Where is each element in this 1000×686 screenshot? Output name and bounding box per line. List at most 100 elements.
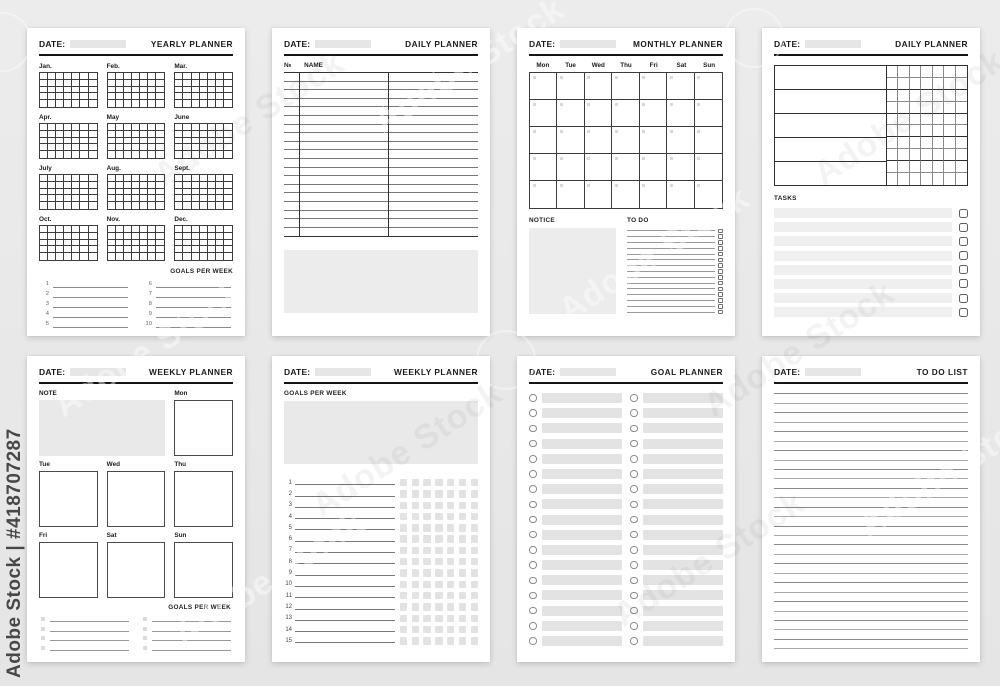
tracker-square[interactable] bbox=[399, 569, 408, 577]
tracker-square[interactable] bbox=[435, 512, 443, 521]
goal-fill-in[interactable] bbox=[541, 590, 622, 601]
goal-line[interactable] bbox=[41, 644, 129, 651]
tracker-square[interactable] bbox=[423, 535, 431, 543]
task-fill-in[interactable] bbox=[774, 278, 952, 289]
tracker-square[interactable] bbox=[435, 558, 443, 566]
ruled-lines[interactable] bbox=[774, 385, 968, 650]
day-box[interactable] bbox=[106, 471, 166, 527]
task-fill-in[interactable] bbox=[774, 250, 952, 261]
todo-checkbox[interactable] bbox=[718, 298, 723, 303]
tracker-cell[interactable] bbox=[909, 161, 922, 174]
goal-fill-in[interactable] bbox=[642, 529, 723, 540]
tracker-cell[interactable] bbox=[898, 101, 910, 114]
schedule-row[interactable] bbox=[775, 162, 886, 185]
month-mini-grid[interactable] bbox=[174, 72, 233, 108]
goal-fill-in[interactable] bbox=[642, 620, 723, 631]
tracker-cell[interactable] bbox=[921, 77, 933, 90]
goal-line[interactable] bbox=[143, 625, 231, 632]
tracker-square[interactable] bbox=[399, 512, 408, 521]
tracker-cell[interactable] bbox=[898, 125, 910, 138]
task-fill-in[interactable] bbox=[774, 222, 952, 233]
tracker-square[interactable] bbox=[399, 591, 408, 600]
numbered-line[interactable]: 2 bbox=[284, 488, 478, 499]
calendar-cell[interactable] bbox=[612, 127, 640, 154]
goal-line[interactable]: 7 bbox=[144, 291, 231, 298]
calendar-cell[interactable] bbox=[584, 73, 613, 100]
calendar-cell[interactable] bbox=[640, 181, 668, 208]
tracker-square[interactable] bbox=[435, 603, 443, 611]
goal-line[interactable] bbox=[41, 615, 129, 622]
tracker-square[interactable] bbox=[423, 614, 431, 622]
tracker-square[interactable] bbox=[447, 478, 455, 487]
month-mini-grid[interactable] bbox=[174, 173, 233, 210]
todo-line[interactable] bbox=[627, 251, 723, 257]
calendar-cell[interactable] bbox=[639, 100, 668, 127]
numbered-line[interactable]: 11 bbox=[284, 590, 478, 601]
schedule-row[interactable] bbox=[775, 66, 886, 90]
date-fill-in-field[interactable] bbox=[805, 40, 862, 48]
tracker-square[interactable] bbox=[458, 501, 467, 509]
goal-line[interactable]: 2 bbox=[41, 291, 128, 298]
calendar-cell[interactable] bbox=[667, 73, 695, 100]
calendar-cell[interactable] bbox=[530, 73, 558, 100]
goal-radio[interactable] bbox=[630, 546, 638, 554]
goal-radio[interactable] bbox=[630, 455, 638, 463]
tracker-square[interactable] bbox=[411, 603, 420, 611]
goal-radio[interactable] bbox=[630, 409, 638, 417]
tracker-square[interactable] bbox=[458, 490, 467, 498]
tracker-square[interactable] bbox=[447, 512, 455, 521]
goal-radio[interactable] bbox=[529, 530, 537, 539]
todo-line[interactable] bbox=[627, 286, 723, 292]
task-checkbox[interactable] bbox=[959, 222, 968, 232]
tracker-cell[interactable] bbox=[909, 89, 922, 102]
tracker-cell[interactable] bbox=[887, 113, 899, 126]
month-mini-grid[interactable] bbox=[106, 72, 166, 108]
tracker-square[interactable] bbox=[399, 614, 408, 622]
tracker-cell[interactable] bbox=[932, 89, 945, 102]
goal-radio[interactable] bbox=[630, 439, 638, 448]
goal-fill-in[interactable] bbox=[642, 393, 723, 403]
note-area[interactable] bbox=[39, 400, 166, 456]
tracker-cell[interactable] bbox=[955, 149, 967, 162]
todo-line[interactable] bbox=[627, 309, 723, 315]
calendar-cell[interactable] bbox=[694, 73, 722, 100]
calendar-cell[interactable] bbox=[584, 100, 613, 127]
day-box[interactable] bbox=[39, 542, 98, 598]
tracker-square[interactable] bbox=[399, 535, 408, 543]
numbered-line[interactable]: 13 bbox=[284, 613, 478, 624]
numbered-line[interactable]: 12 bbox=[284, 601, 478, 612]
calendar-cell[interactable] bbox=[530, 127, 558, 154]
numbered-line[interactable]: 3 bbox=[284, 500, 478, 511]
calendar-cell[interactable] bbox=[694, 127, 722, 154]
tracker-cell[interactable] bbox=[887, 125, 899, 138]
tracker-square[interactable] bbox=[411, 625, 420, 634]
goal-radio[interactable] bbox=[529, 637, 537, 645]
tracker-cell[interactable] bbox=[887, 101, 899, 114]
tracker-square[interactable] bbox=[458, 524, 467, 532]
calendar-cell[interactable] bbox=[694, 154, 722, 181]
tracker-square[interactable] bbox=[458, 535, 467, 543]
tracker-cell[interactable] bbox=[955, 161, 967, 174]
tracker-cell[interactable] bbox=[955, 90, 967, 102]
tracker-square[interactable] bbox=[435, 524, 443, 532]
monthly-calendar-grid[interactable] bbox=[529, 72, 723, 209]
tracker-cell[interactable] bbox=[944, 161, 956, 174]
tracker-cell[interactable] bbox=[921, 173, 933, 185]
numbered-line[interactable]: 8 bbox=[284, 556, 478, 567]
tracker-square[interactable] bbox=[470, 625, 478, 634]
notice-area[interactable] bbox=[529, 228, 616, 314]
tracker-cell[interactable] bbox=[955, 66, 967, 78]
todo-line[interactable] bbox=[627, 298, 723, 304]
month-mini-grid[interactable] bbox=[39, 224, 98, 261]
task-checkbox[interactable] bbox=[959, 265, 968, 275]
calendar-cell[interactable] bbox=[667, 127, 695, 154]
goal-fill-in[interactable] bbox=[642, 468, 723, 479]
tracker-square[interactable] bbox=[411, 591, 420, 600]
goal-line[interactable] bbox=[143, 615, 231, 622]
todo-line[interactable] bbox=[627, 257, 723, 263]
schedule-row[interactable] bbox=[775, 114, 886, 138]
goal-radio[interactable] bbox=[630, 530, 638, 539]
tracker-square[interactable] bbox=[423, 591, 431, 600]
goal-line[interactable] bbox=[143, 644, 231, 651]
tracker-square[interactable] bbox=[470, 535, 478, 543]
